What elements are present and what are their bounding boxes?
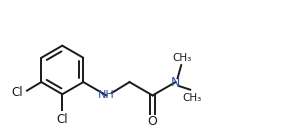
Text: NH: NH (98, 90, 115, 100)
Text: Cl: Cl (12, 86, 23, 99)
Text: O: O (148, 115, 158, 128)
Text: CH₃: CH₃ (183, 93, 202, 103)
Text: CH₃: CH₃ (173, 53, 192, 63)
Text: N: N (171, 76, 180, 89)
Text: Cl: Cl (56, 113, 68, 126)
